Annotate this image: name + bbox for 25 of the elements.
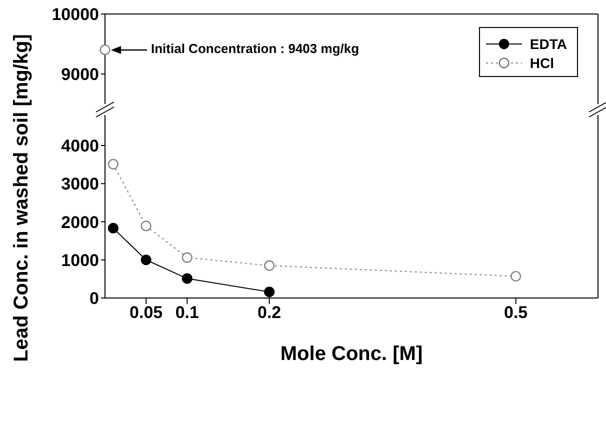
legend-label: EDTA (530, 36, 567, 52)
point (510, 270, 522, 282)
y-tick-label: 0 (90, 289, 99, 308)
legend-label: HCl (530, 54, 554, 70)
y-tick-label: 4000 (61, 136, 99, 156)
y-axis-title: Lead Conc. in washed soil [mg/kg] (10, 34, 34, 362)
point (182, 252, 192, 263)
point (264, 260, 275, 271)
y-tick-label: 9000 (61, 65, 99, 84)
y-tick-label: 2000 (61, 212, 99, 232)
point (264, 286, 275, 298)
point (140, 220, 152, 232)
y-tick-label: 1000 (61, 250, 99, 270)
x-tick-label: 0.1 (175, 303, 199, 322)
x-tick-label: 0.05 (130, 303, 163, 322)
annotation: Initial Concentration : 9403 mg/kg (151, 40, 360, 56)
point (140, 254, 152, 266)
point (108, 222, 119, 234)
y-tick-label: 3000 (61, 174, 99, 194)
point (108, 158, 119, 170)
x-tick-label: 0.5 (504, 303, 528, 322)
x-axis-title: Mole Conc. [M] (280, 343, 423, 365)
y-tick-label: 10000 (52, 5, 99, 24)
x-tick-label: 0.2 (258, 303, 282, 322)
point (182, 273, 192, 284)
